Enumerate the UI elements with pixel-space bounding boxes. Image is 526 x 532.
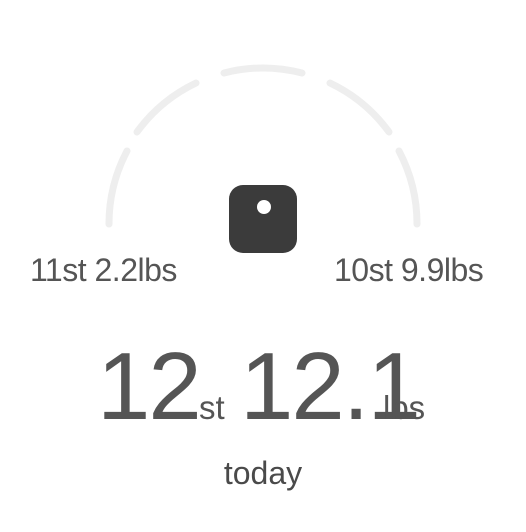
scale-icon [229,185,297,253]
scale-icon-dot [257,200,271,214]
gauge-arc-segment-1 [105,147,131,228]
weight-stones-value: 12 [97,333,202,440]
weight-stones-unit: st [199,389,225,426]
gauge-arc-segment-4 [326,79,393,136]
weight-gauge [105,64,421,228]
gauge-left-label: 11st 2.2lbs [30,252,177,288]
weight-pounds-unit: lbs [383,389,426,426]
current-weight: 12 st 12.1 lbs [0,332,526,442]
period-label: today [223,455,303,491]
gauge-arc-segment-5 [395,147,421,228]
gauge-arc-segment-3 [220,64,306,77]
gauge-right-label: 10st 9.9lbs [334,252,484,288]
weight-pounds-value: 12.1 [240,333,421,440]
gauge-arc-segment-2 [133,79,200,136]
